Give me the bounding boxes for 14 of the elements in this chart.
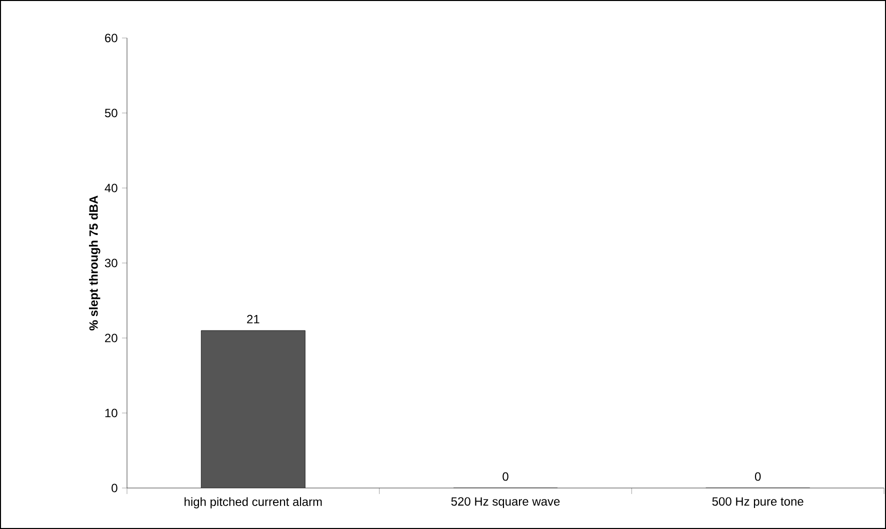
y-tick-label: 20 [105, 334, 118, 342]
data-label: 0 [502, 472, 508, 481]
y-tick-label: 60 [105, 34, 118, 42]
data-label: 21 [247, 314, 260, 324]
y-tick-label: 30 [104, 258, 118, 268]
y-tick-label: 50 [104, 108, 118, 118]
data-label: 0 [754, 472, 761, 481]
y-tick-label: 40 [104, 184, 118, 192]
y-tick-label: 0 [112, 484, 118, 492]
x-tick-label: 520 Hz square wave [451, 497, 560, 508]
y-axis-title: % slept through 75 dBA [89, 196, 100, 330]
x-tick-label: 500 Hz pure tone [712, 497, 804, 508]
y-tick-label: 10 [105, 408, 118, 418]
x-tick-label: high pitched current alarm [184, 497, 322, 508]
